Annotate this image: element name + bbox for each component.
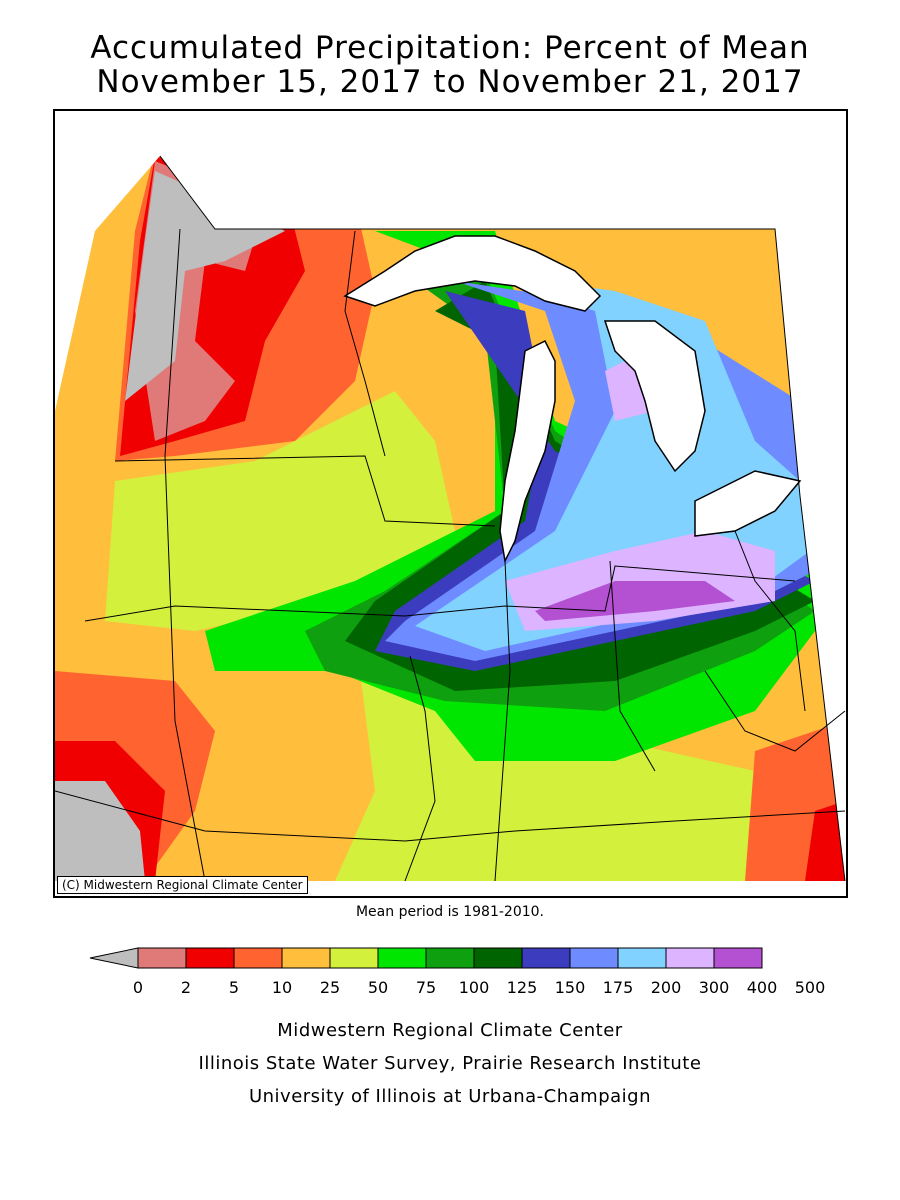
legend-swatch <box>617 947 667 969</box>
legend-label: 75 <box>416 978 436 997</box>
legend-label: 400 <box>747 978 778 997</box>
legend-label: 50 <box>368 978 388 997</box>
legend-label: 300 <box>699 978 730 997</box>
legend-swatch <box>713 947 763 969</box>
legend-swatch <box>233 947 283 969</box>
legend-label: 500 <box>795 978 826 997</box>
border-iowa-missouri <box>84 565 796 622</box>
border-indiana-ohio <box>609 560 656 772</box>
border-south <box>55 790 846 842</box>
lake-erie <box>694 470 802 537</box>
legend-label: 175 <box>603 978 634 997</box>
map-title-line2: November 15, 2017 to November 21, 2017 <box>96 64 804 100</box>
mean-period-note: Mean period is 1981-2010. <box>355 904 545 920</box>
legend-swatch <box>281 947 331 969</box>
precipitation-map: (C) Midwestern Regional Climate Center <box>53 109 848 898</box>
precip-field <box>55 156 845 881</box>
legend-label: 200 <box>651 978 682 997</box>
legend-swatch <box>425 947 475 969</box>
legend-label: 150 <box>555 978 586 997</box>
map-copyright: (C) Midwestern Regional Climate Center <box>57 876 308 894</box>
lake-michigan <box>499 339 556 564</box>
legend-swatch <box>569 947 619 969</box>
state-boundaries <box>55 228 846 882</box>
legend-labels: 0 2 5 10 25 50 75 100 125 150 175 200 300 400 500 <box>133 978 825 997</box>
field-50-75-central <box>105 391 455 631</box>
field-400-500 <box>535 581 735 621</box>
legend-label: 100 <box>459 978 490 997</box>
credit-mrcc: Midwestern Regional Climate Center <box>277 1020 623 1041</box>
legend-label: 25 <box>320 978 340 997</box>
border-minnesota-wisconsin <box>344 230 386 457</box>
legend-swatch <box>473 947 523 969</box>
data-domain-edge <box>159 155 846 882</box>
legend-label: 2 <box>181 978 191 997</box>
map-title-line1: Accumulated Precipitation: Percent of Me… <box>90 30 810 66</box>
map-canvas <box>55 155 846 882</box>
field-5-10-se <box>805 801 845 881</box>
border-ohio-river <box>704 670 846 752</box>
border-dakota-minnesota <box>164 228 206 882</box>
legend-swatch <box>377 947 427 969</box>
legend-label: 10 <box>272 978 292 997</box>
legend-swatch <box>521 947 571 969</box>
border-illinois-indiana <box>494 560 511 882</box>
field-0-2-sw <box>55 781 145 881</box>
legend-swatch <box>329 947 379 969</box>
lake-huron <box>603 320 706 473</box>
legend-swatch <box>137 947 187 969</box>
border-ohio-pa <box>734 530 806 712</box>
border-mississippi <box>404 655 436 882</box>
color-legend: 0 2 5 10 25 50 75 100 125 150 175 200 300 400 500 <box>89 947 825 997</box>
legend-label: 125 <box>507 978 538 997</box>
legend-label: 5 <box>229 978 239 997</box>
credit-isws: Illinois State Water Survey, Prairie Res… <box>198 1053 702 1074</box>
credit-uiuc: University of Illinois at Urbana-Champai… <box>248 1086 652 1107</box>
lake-superior <box>343 235 602 312</box>
legend-arrow <box>89 947 139 969</box>
great-lakes <box>343 235 802 564</box>
legend-swatch <box>665 947 715 969</box>
legend-label: 0 <box>133 978 143 997</box>
legend-swatch <box>185 947 235 969</box>
border-minnesota-iowa <box>114 455 496 527</box>
legend-swatches <box>89 947 763 969</box>
